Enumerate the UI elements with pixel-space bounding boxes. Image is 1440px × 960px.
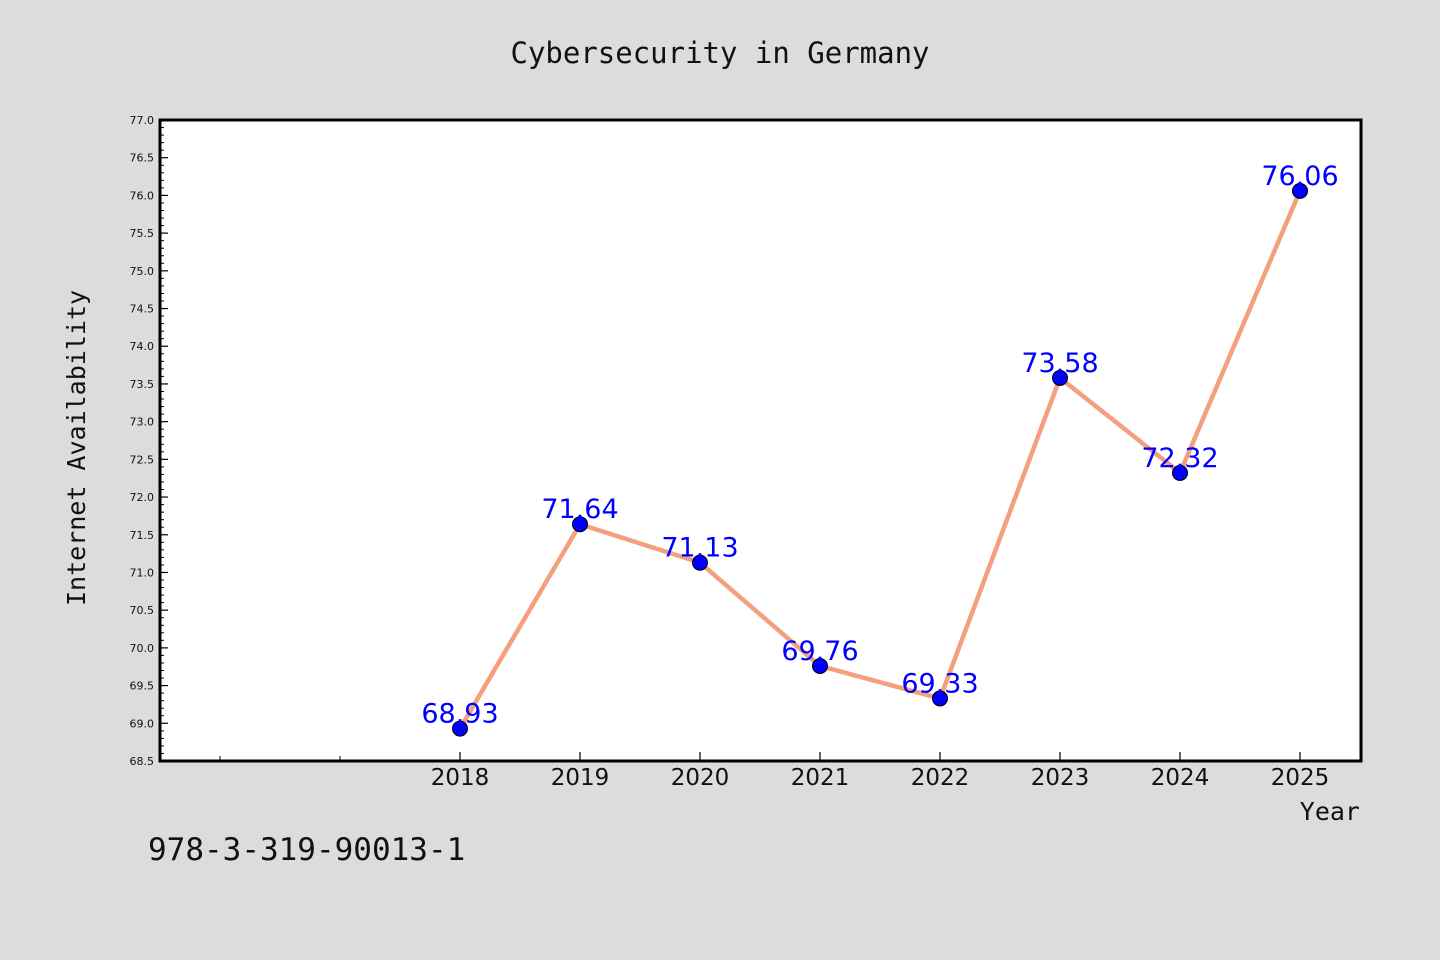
- y-tick-label: 68.5: [130, 755, 155, 768]
- y-tick-label: 69.5: [130, 680, 155, 693]
- y-axis: 68.5 69.0 69.5 70.0 70.5 71.0 71.5 72.0 72.5 73.0…: [130, 114, 168, 768]
- x-axis-label: Year: [1300, 797, 1360, 826]
- data-point: [572, 516, 588, 533]
- y-tick-label: 70.0: [130, 642, 155, 655]
- data-point: [692, 554, 708, 571]
- series-layer: 68.93 71.64 71.13 69.76 69.33 73.58 72.32 76.06: [421, 161, 1339, 737]
- y-tick-label: 71.5: [130, 529, 155, 542]
- data-label: 69.33: [901, 668, 978, 699]
- data-point: [1052, 369, 1068, 386]
- y-tick-label: 75.0: [130, 265, 155, 278]
- x-tick-label: 2025: [1271, 765, 1330, 791]
- y-tick-label: 73.0: [130, 416, 155, 429]
- y-tick-label: 71.0: [130, 566, 155, 579]
- data-label: 72.32: [1141, 443, 1218, 474]
- plot-area: [158, 118, 1363, 763]
- x-tick-label: 2021: [791, 765, 850, 791]
- y-tick-label: 72.5: [130, 453, 155, 466]
- data-point: [1292, 182, 1308, 199]
- data-label: 71.64: [541, 494, 618, 525]
- data-label: 76.06: [1261, 161, 1338, 192]
- isbn-text: 978-3-319-90013-1: [148, 832, 466, 868]
- data-label: 68.93: [421, 699, 498, 730]
- x-tick-label: 2023: [1031, 765, 1090, 791]
- x-tick-label: 2018: [431, 765, 490, 791]
- data-label: 69.76: [781, 636, 858, 667]
- x-tick-label: 2024: [1151, 765, 1210, 791]
- data-point: [1172, 464, 1188, 481]
- y-tick-label: 74.5: [130, 303, 155, 316]
- y-tick-label: 74.0: [130, 340, 155, 353]
- y-tick-label: 77.0: [130, 114, 155, 127]
- y-tick-label: 69.0: [130, 717, 155, 730]
- y-tick-label: 73.5: [130, 378, 155, 391]
- y-tick-label: 72.0: [130, 491, 155, 504]
- series-line: [458, 190, 1303, 730]
- y-tick-label: 70.5: [130, 604, 155, 617]
- data-point: [812, 657, 828, 674]
- x-tick-label: 2019: [551, 765, 610, 791]
- y-axis-label: Internet Availability: [62, 290, 91, 606]
- y-tick-label: 75.5: [130, 227, 155, 240]
- data-point: [932, 690, 948, 707]
- x-axis: 2018 2019 2020 2021 2022 2023 2024 2025: [219, 752, 1330, 791]
- data-point: [452, 720, 468, 737]
- y-tick-label: 76.5: [130, 152, 155, 165]
- chart-title: Cybersecurity in Germany: [510, 36, 929, 70]
- y-tick-label: 76.0: [130, 189, 155, 202]
- x-tick-label: 2020: [671, 765, 730, 791]
- data-label: 73.58: [1021, 348, 1098, 379]
- x-tick-label: 2022: [911, 765, 970, 791]
- data-label: 71.13: [661, 533, 738, 564]
